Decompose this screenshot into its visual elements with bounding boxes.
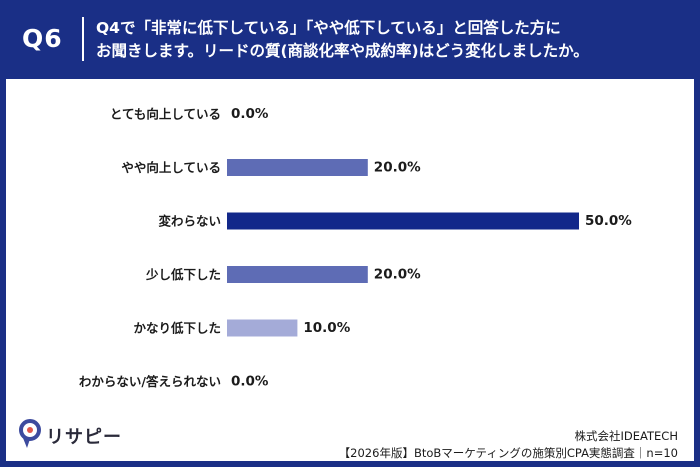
question-line-1: Q4で「非常に低下している」「やや低下している」と回答した方に [96,19,561,37]
question-line-2: お聞きします。リードの質(商談化率や成約率)はどう変化しましたか。 [96,42,589,60]
category-label: 変わらない [158,214,221,229]
category-label: わからない/答えられない [79,374,221,389]
bar [227,212,579,230]
bar-chart: とても向上している 0.0% やや向上している 20.0% 変わらない 50.0% 少し低下… [79,106,632,390]
logo-pin-icon [19,419,41,448]
question-text: Q4で「非常に低下している」「やや低下している」と回答した方に お聞きします。リ… [96,17,686,63]
category-label: とても向上している [110,107,221,122]
value-label: 50.0% [585,213,632,229]
brand-logo: リサピー [18,418,128,452]
category-label: やや向上している [121,160,221,175]
bar [227,319,298,337]
question-number: Q6 [22,24,63,53]
value-label: 0.0% [231,106,269,122]
value-label: 20.0% [374,160,421,176]
bar [227,159,368,176]
header-divider [82,17,84,61]
value-label: 0.0% [231,374,269,390]
footer-company: 株式会社IDEATECH [574,429,678,443]
bar [227,266,368,283]
value-label: 20.0% [374,267,421,283]
value-label: 10.0% [303,320,350,336]
footer-survey: 【2026年版】BtoBマーケティングの施策別CPA実態調査｜n=10 [338,446,678,460]
category-label: かなり低下した [133,321,221,336]
footer-credits: 株式会社IDEATECH 【2026年版】BtoBマーケティングの施策別CPA実… [339,428,678,462]
question-header: Q6 Q4で「非常に低下している」「やや低下している」と回答した方に お聞きしま… [0,0,700,79]
category-label: 少し低下した [145,267,221,282]
logo-text: リサピー [46,427,122,448]
